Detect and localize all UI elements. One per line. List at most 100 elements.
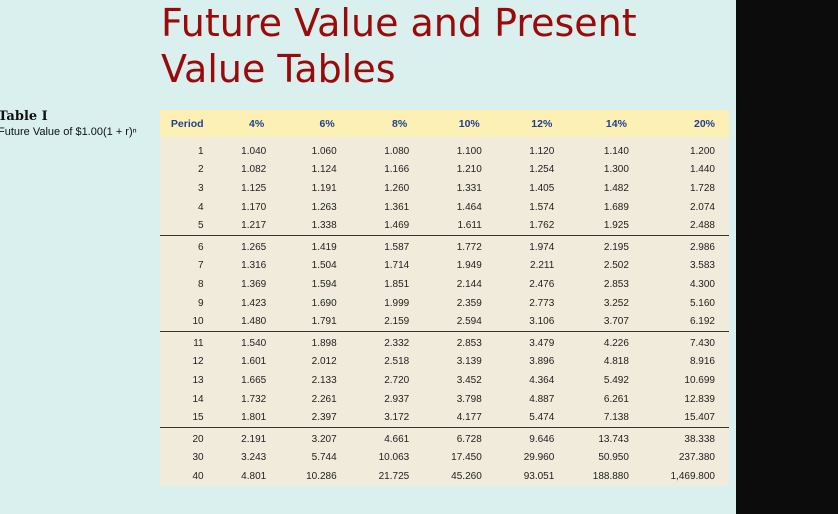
value-cell: 4.226 (603, 337, 629, 349)
table-row: 30 3.243 5.744 10.063 17.450 29.960 50.950 237.… (160, 449, 729, 468)
value-cell: 1.949 (456, 260, 482, 272)
value-cell: 1.587 (384, 241, 410, 253)
value-cell: 1.254 (529, 164, 555, 176)
value-cell: 4.177 (423, 408, 496, 428)
column-header-rate: 12% (531, 117, 553, 130)
value-cell: 6.261 (603, 393, 629, 405)
value-cell: 15.407 (642, 408, 729, 428)
value-cell: 29.960 (523, 452, 555, 464)
value-cell: 1.504 (311, 260, 337, 272)
value-cell: 1.601 (241, 356, 267, 368)
value-cell: 3.479 (529, 337, 555, 349)
value-cell: 1.925 (568, 216, 643, 236)
period-cell: 20 (192, 433, 204, 445)
period-cell: 1 (198, 145, 204, 157)
period-cell: 4 (198, 201, 204, 213)
value-cell: 1.210 (456, 164, 482, 176)
value-cell: 2.397 (280, 408, 351, 428)
value-cell: 4.364 (529, 374, 555, 386)
value-cell: 1.999 (384, 297, 410, 309)
value-cell: 5.492 (603, 374, 629, 386)
period-cell: 10 (160, 312, 206, 332)
value-cell: 1.060 (311, 145, 337, 157)
value-cell: 1.540 (241, 337, 267, 349)
value-cell: 2.986 (689, 241, 715, 253)
value-cell: 2.476 (529, 278, 555, 290)
value-cell: 5.744 (311, 452, 337, 464)
period-cell: 9 (198, 297, 204, 309)
value-cell: 2.853 (456, 337, 482, 349)
value-cell: 10.063 (378, 452, 410, 464)
value-cell: 1.338 (280, 216, 351, 236)
table-side-label: Table I Future Value of $1.00(1 + r)ⁿ (0, 109, 158, 139)
value-cell: 1.762 (495, 216, 569, 236)
value-cell: 1.469 (350, 216, 424, 236)
column-header-rate: 14% (605, 117, 627, 130)
value-cell: 4.300 (689, 278, 715, 290)
value-cell: 1.440 (689, 164, 715, 176)
value-cell: 1.331 (456, 182, 482, 194)
value-cell: 1.125 (241, 182, 267, 194)
table-row: 12 1.601 2.012 2.518 3.139 3.896 4.818 8.916 (160, 353, 729, 372)
value-cell: 1.120 (529, 145, 555, 157)
value-cell: 3.243 (241, 452, 267, 464)
value-cell: 6.728 (456, 433, 482, 445)
value-cell: 1.791 (280, 312, 351, 332)
table-row: 4 1.170 1.263 1.361 1.464 1.574 1.689 2.074 (160, 198, 729, 217)
table-row: 9 1.423 1.690 1.999 2.359 2.773 3.252 5.160 (160, 294, 729, 313)
column-header-rate: 4% (249, 117, 265, 130)
table-row: 2 1.082 1.124 1.166 1.210 1.254 1.300 1.440 (160, 161, 729, 180)
value-cell: 1.611 (423, 216, 496, 236)
value-cell: 2.488 (642, 216, 729, 236)
value-cell: 1.423 (241, 297, 267, 309)
table-row: 8 1.369 1.594 1.851 2.144 2.476 2.853 4.300 (160, 275, 729, 294)
table-row: 15 1.801 2.397 3.172 4.177 5.474 7.138 15.407 (160, 408, 729, 428)
value-cell: 17.450 (451, 452, 482, 464)
value-cell: 2.211 (530, 260, 555, 272)
value-cell: 2.012 (311, 356, 337, 368)
value-cell: 2.261 (311, 393, 337, 405)
value-cell: 93.051 (523, 470, 555, 482)
table-row: 3 1.125 1.191 1.260 1.331 1.405 1.482 1.728 (160, 179, 729, 198)
value-cell: 1.405 (529, 182, 555, 194)
value-cell: 2.594 (423, 312, 496, 332)
right-black-panel (736, 0, 838, 514)
value-cell: 4.887 (529, 393, 555, 405)
period-cell: 6 (198, 241, 204, 253)
value-cell: 1.419 (311, 241, 337, 253)
value-cell: 1.170 (241, 201, 267, 213)
value-cell: 1.191 (311, 182, 337, 194)
value-cell: 1.974 (529, 241, 555, 253)
value-cell: 8.916 (689, 356, 715, 368)
value-cell: 1.080 (384, 145, 410, 157)
value-cell: 7.430 (689, 337, 715, 349)
value-cell: 1.369 (241, 278, 267, 290)
value-cell: 1.217 (205, 216, 281, 236)
period-cell: 13 (192, 374, 204, 386)
value-cell: 9.646 (529, 433, 555, 445)
value-cell: 2.159 (350, 312, 424, 332)
value-cell: 4.801 (241, 470, 267, 482)
value-cell: 1.665 (241, 374, 267, 386)
value-cell: 3.583 (689, 260, 715, 272)
value-cell: 2.773 (529, 297, 555, 309)
value-cell: 12.839 (684, 393, 715, 405)
value-cell: 1.480 (205, 312, 281, 332)
value-cell: 50.950 (598, 452, 629, 464)
value-cell: 1.689 (603, 201, 629, 213)
value-cell: 3.252 (603, 297, 629, 309)
value-cell: 21.725 (378, 470, 410, 482)
value-cell: 45.260 (451, 470, 482, 482)
value-cell: 1.772 (456, 241, 482, 253)
table-header-row: Period 4% 6% 8% 10% 12% 14% 20% (160, 110, 729, 137)
column-header-period: Period (170, 117, 204, 130)
column-header-rate: 8% (392, 117, 408, 130)
value-cell: 1.898 (311, 337, 337, 349)
value-cell: 5.160 (689, 297, 715, 309)
period-cell: 7 (198, 260, 204, 272)
value-cell: 237.380 (678, 452, 715, 464)
value-cell: 2.195 (603, 241, 629, 253)
value-cell: 3.106 (495, 312, 569, 332)
value-cell: 10.699 (684, 374, 715, 386)
period-cell: 2 (198, 164, 204, 176)
